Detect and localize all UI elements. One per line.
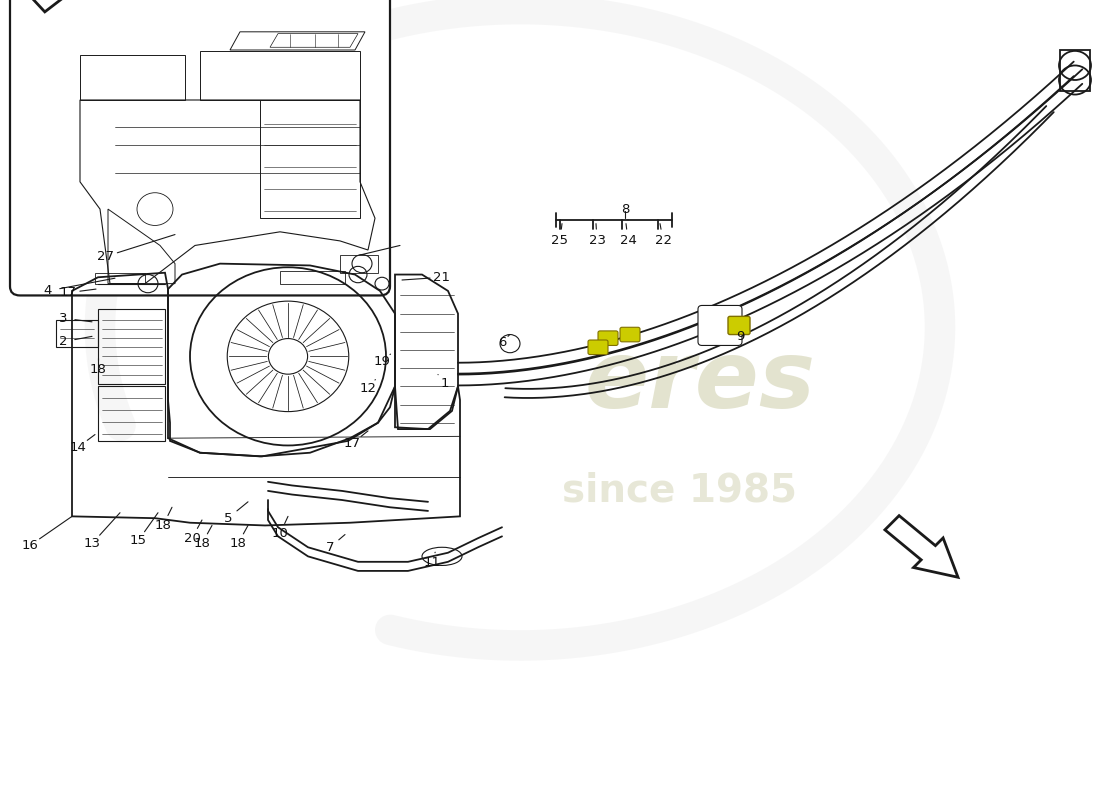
Text: 18: 18 [155,519,172,532]
Polygon shape [884,516,958,578]
Text: 6: 6 [498,336,506,350]
Text: 4: 4 [44,285,52,298]
Text: 25: 25 [551,234,569,246]
Text: 20: 20 [184,532,200,545]
Text: 19: 19 [374,355,390,368]
FancyBboxPatch shape [698,306,742,346]
Text: 18: 18 [194,537,210,550]
Text: 10: 10 [272,527,288,540]
Text: 14: 14 [69,441,87,454]
Text: 21: 21 [433,270,451,284]
FancyBboxPatch shape [10,0,390,295]
Polygon shape [31,0,116,12]
Text: 17: 17 [59,286,77,299]
Text: 7: 7 [326,541,334,554]
Text: 9: 9 [736,330,745,343]
Text: 16: 16 [22,539,38,552]
Text: 22: 22 [654,234,671,246]
FancyBboxPatch shape [598,331,618,346]
Text: 18: 18 [89,362,107,375]
Text: 1: 1 [441,377,449,390]
FancyBboxPatch shape [620,327,640,342]
Text: 15: 15 [130,534,146,547]
Text: since 1985: since 1985 [562,472,798,510]
Text: 12: 12 [360,382,376,394]
FancyBboxPatch shape [728,316,750,334]
Text: 2: 2 [58,335,67,348]
Text: 17: 17 [343,437,361,450]
FancyBboxPatch shape [588,340,608,354]
Text: 27: 27 [98,250,114,263]
Text: eres: eres [584,336,815,428]
Text: 24: 24 [619,234,637,246]
Text: 5: 5 [223,512,232,525]
Text: 23: 23 [588,234,605,246]
Text: 8: 8 [620,202,629,215]
Text: 18: 18 [230,537,246,550]
Text: 13: 13 [84,537,100,550]
Text: 3: 3 [58,312,67,325]
Text: 11: 11 [424,556,440,570]
